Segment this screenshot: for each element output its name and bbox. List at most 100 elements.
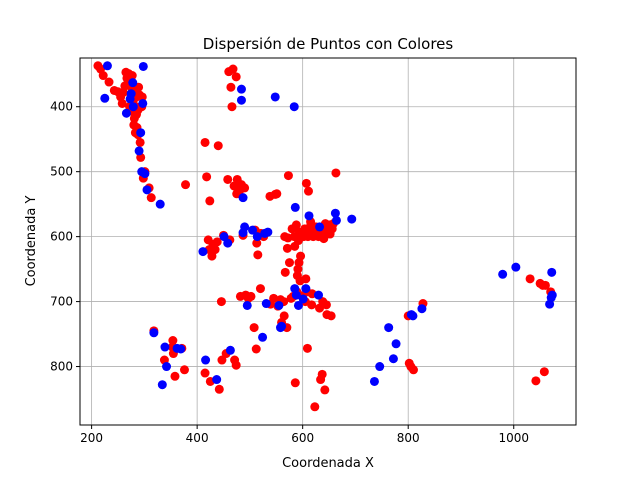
blue-point — [140, 169, 150, 179]
plot-area-frame — [79, 57, 577, 426]
red-point — [231, 72, 241, 82]
red-point — [319, 234, 329, 244]
red-point — [200, 137, 210, 147]
blue-point — [138, 61, 148, 71]
blue-point — [277, 321, 287, 331]
blue-point — [511, 262, 521, 272]
red-point — [168, 336, 178, 346]
blue-point — [330, 208, 340, 218]
blue-point — [134, 146, 144, 156]
blue-point — [388, 354, 398, 364]
red-point — [303, 186, 313, 196]
blue-point — [242, 300, 252, 310]
red-point — [223, 174, 233, 184]
blue-point — [155, 199, 165, 209]
red-point — [539, 367, 549, 377]
red-point — [127, 71, 137, 81]
red-point — [117, 98, 127, 108]
y-tick-label: 600 — [50, 230, 73, 244]
red-point — [249, 323, 259, 333]
blue-point — [198, 247, 208, 257]
red-point — [283, 171, 293, 181]
red-point — [246, 291, 256, 301]
red-point — [200, 368, 210, 378]
red-point — [170, 371, 180, 381]
blue-point — [270, 92, 280, 102]
blue-point — [138, 98, 148, 108]
blue-point — [263, 227, 273, 237]
blue-point — [315, 222, 325, 232]
red-point — [251, 344, 261, 354]
red-point — [321, 300, 331, 310]
blue-point — [160, 342, 170, 352]
red-point — [205, 196, 215, 206]
y-tick-label: 500 — [50, 165, 73, 179]
blue-point — [391, 339, 401, 349]
blue-point — [289, 102, 299, 112]
blue-point — [375, 362, 385, 372]
red-point — [252, 238, 262, 248]
x-tick-label: 200 — [80, 431, 103, 445]
blue-point — [547, 267, 557, 277]
red-point — [227, 102, 237, 112]
red-point — [269, 293, 279, 303]
blue-point — [223, 238, 233, 248]
blue-point — [128, 102, 138, 112]
blue-point — [126, 89, 136, 99]
blue-point — [252, 232, 262, 242]
red-point — [135, 137, 145, 147]
red-point — [217, 355, 227, 365]
red-point — [301, 178, 311, 188]
red-point — [540, 280, 550, 290]
blue-point — [100, 93, 110, 103]
red-point — [525, 274, 535, 284]
blue-point — [298, 294, 308, 304]
blue-point — [291, 290, 301, 300]
red-point — [214, 384, 224, 394]
blue-point — [248, 225, 258, 235]
blue-point — [304, 211, 314, 221]
blue-point — [274, 300, 284, 310]
blue-point — [417, 304, 427, 314]
red-point — [290, 378, 300, 388]
x-axis-label: Coordenada X — [282, 456, 374, 471]
blue-point — [236, 95, 246, 105]
red-point — [408, 365, 418, 375]
data-points — [93, 61, 557, 412]
x-tick-label: 1000 — [498, 431, 529, 445]
red-point — [280, 267, 290, 277]
y-tick-label: 800 — [50, 360, 73, 374]
red-point — [301, 274, 311, 284]
blue-point — [238, 193, 248, 203]
red-point — [179, 365, 189, 375]
red-point — [310, 402, 320, 412]
red-point — [279, 311, 289, 321]
blue-point — [258, 332, 268, 342]
red-point — [282, 243, 292, 253]
red-point — [302, 343, 312, 353]
blue-point — [331, 215, 341, 225]
blue-point — [384, 323, 394, 333]
y-axis-ticks: 400 500 600 700 800 — [50, 100, 80, 374]
blue-point — [547, 290, 557, 300]
blue-point — [301, 284, 311, 294]
blue-point — [290, 202, 300, 212]
red-point — [181, 180, 191, 190]
blue-point — [212, 375, 222, 385]
x-tick-label: 800 — [397, 431, 420, 445]
red-point — [146, 193, 156, 203]
blue-point — [347, 214, 357, 224]
blue-point — [261, 299, 271, 309]
red-point — [210, 245, 220, 255]
red-point — [326, 311, 336, 321]
blue-point — [162, 362, 172, 372]
blue-point — [157, 380, 167, 390]
red-point — [202, 172, 212, 182]
red-point — [253, 250, 263, 260]
blue-point — [225, 345, 235, 355]
red-point — [531, 376, 541, 386]
red-point — [226, 82, 236, 92]
red-point — [317, 369, 327, 379]
red-point — [291, 220, 301, 230]
